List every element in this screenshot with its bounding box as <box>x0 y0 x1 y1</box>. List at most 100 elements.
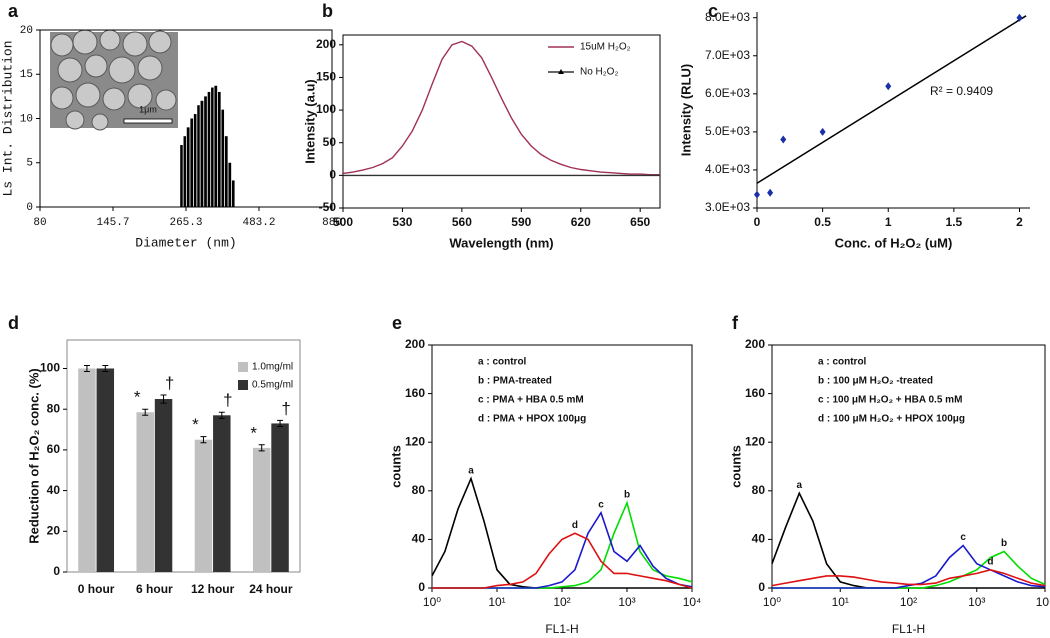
curve-label: d <box>572 520 578 531</box>
y-axis-title: counts <box>728 445 743 488</box>
inset-particle <box>50 86 74 110</box>
y-axis-title: Intensity (a.u) <box>302 79 317 164</box>
curve-label: c <box>598 499 604 510</box>
inset-particle <box>127 83 153 109</box>
histogram-bar <box>190 118 194 207</box>
inset-particle <box>72 29 98 55</box>
curve-label: c <box>960 532 966 543</box>
scatter-point <box>1016 13 1023 22</box>
histogram-bar <box>200 100 204 207</box>
curve-label: b <box>1001 538 1007 549</box>
inset-particle <box>122 31 148 57</box>
bar <box>136 412 154 572</box>
error-bar <box>142 408 149 416</box>
fit-line <box>756 15 1027 184</box>
data-line <box>432 510 693 589</box>
error-bar <box>200 436 207 444</box>
histogram-bar <box>180 145 183 207</box>
legend-label: c : 100 μM H₂O₂ + HBA 0.5 mM <box>818 395 962 406</box>
y-tick-label: 0 <box>26 202 33 214</box>
x-axis-title: FL1-H <box>892 622 925 636</box>
y-tick-label: 6.0E+03 <box>705 86 750 100</box>
histogram-bar <box>207 91 211 207</box>
histogram-bar <box>224 136 228 207</box>
y-tick-label: 40 <box>752 532 766 546</box>
panel-label: c <box>708 1 718 21</box>
y-tick-label: 100 <box>40 361 60 375</box>
histogram-bar <box>204 96 207 207</box>
scatter-point <box>885 82 892 91</box>
legend-label: a : control <box>818 357 867 368</box>
x-tick-label: 500 <box>333 215 353 229</box>
curve-label: a <box>468 465 474 476</box>
x-axis-title: Conc. of H₂O₂ (uM) <box>835 235 953 250</box>
y-tick-label: 150 <box>316 70 336 84</box>
y-tick-label: 40 <box>47 483 61 497</box>
y-tick-label: -50 <box>319 200 337 214</box>
panel: a 1μm 0 5 10 15 20 80 145.7 265.3 483.2 880 Diameter… <box>0 1 341 251</box>
data-line <box>431 476 692 589</box>
bar <box>194 439 213 572</box>
legend-label: 1.0mg/ml <box>252 362 293 373</box>
scale-bar-label: 1μm <box>139 104 157 114</box>
legend-label: b : 100 μM H₂O₂ -treated <box>818 376 933 387</box>
legend-label: 15uM H₂O₂ <box>580 42 631 53</box>
x-tick-label: 2 <box>1016 215 1023 229</box>
inset-particle <box>84 54 108 78</box>
y-tick-label: 200 <box>316 37 336 51</box>
x-tick-label: 6 hour <box>136 582 173 596</box>
scale-bar <box>123 118 173 124</box>
y-axis-title: counts <box>388 445 403 488</box>
x-tick-label: 650 <box>630 215 650 229</box>
bar <box>213 415 231 572</box>
inset-particle <box>102 87 126 111</box>
y-tick-label: 80 <box>47 401 61 415</box>
y-tick-label: 60 <box>47 442 61 456</box>
x-tick-label: 590 <box>511 215 531 229</box>
scatter-point <box>780 135 787 144</box>
y-tick-label: 160 <box>745 386 765 400</box>
x-tick-label: 620 <box>571 215 591 229</box>
x-tick-label: 10⁴ <box>683 595 702 609</box>
x-tick-label: 530 <box>392 215 412 229</box>
inset-particle <box>91 113 109 131</box>
legend-marker <box>558 69 564 74</box>
x-tick-label: 265.3 <box>169 217 202 229</box>
x-axis-title: FL1-H <box>545 622 578 636</box>
inset-particle <box>75 82 101 108</box>
inset-particle <box>148 30 172 54</box>
x-axis-title: Diameter (nm) <box>135 235 236 250</box>
x-tick-label: 24 hour <box>249 582 293 596</box>
legend-label: No H₂O₂ <box>580 67 618 78</box>
y-tick-label: 0 <box>418 580 425 594</box>
x-tick-label: 1.5 <box>946 215 963 229</box>
x-tick-label: 10² <box>553 595 570 609</box>
x-tick-label: 483.2 <box>242 217 275 229</box>
inset-particle <box>57 57 83 83</box>
legend-label: b : PMA-treated <box>478 376 552 387</box>
y-tick-label: 7.0E+03 <box>705 48 750 62</box>
x-tick-label: 0.5 <box>814 215 831 229</box>
y-tick-label: 100 <box>316 102 336 116</box>
error-bar <box>102 364 109 373</box>
legend-label: 0.5mg/ml <box>252 380 293 391</box>
y-tick-label: 5.0E+03 <box>705 124 750 138</box>
panel-label: a <box>8 1 19 21</box>
inset-particle <box>99 29 121 51</box>
inset-particle <box>155 89 177 111</box>
significance-marker: † <box>281 399 290 418</box>
error-bar <box>83 364 90 373</box>
x-tick-label: 0 <box>754 215 761 229</box>
x-tick-label: 10³ <box>618 595 635 609</box>
error-bar <box>160 394 167 404</box>
x-tick-label: 10¹ <box>488 595 505 609</box>
y-tick-label: 20 <box>20 25 33 37</box>
y-tick-label: 3.0E+03 <box>705 200 750 214</box>
y-tick-label: 4.0E+03 <box>705 162 750 176</box>
histogram-bar <box>231 180 235 207</box>
bar <box>271 423 289 572</box>
y-tick-label: 80 <box>752 483 766 497</box>
data-line <box>772 550 1046 589</box>
histogram-bar <box>214 85 218 207</box>
